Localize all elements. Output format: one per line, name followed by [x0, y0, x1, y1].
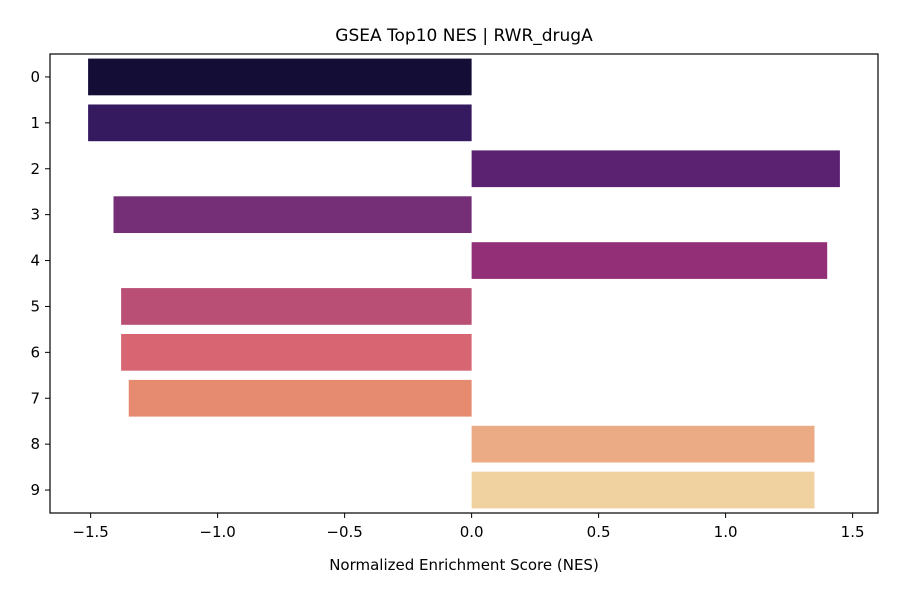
- x-tick-label: −1.0: [199, 523, 235, 541]
- bar-7: [128, 379, 472, 417]
- x-tick-label: −0.5: [326, 523, 362, 541]
- x-tick-label: −1.5: [72, 523, 108, 541]
- y-tick-label: 4: [30, 252, 40, 270]
- bar-2: [471, 150, 840, 188]
- bar-4: [471, 242, 828, 279]
- y-tick-label: 8: [30, 435, 40, 453]
- bars-group: [88, 58, 840, 509]
- y-tick-label: 1: [30, 114, 40, 132]
- bar-1: [88, 104, 472, 142]
- y-tick-label: 2: [30, 160, 40, 178]
- y-tick-label: 5: [30, 297, 40, 315]
- y-tick-label: 9: [30, 481, 40, 499]
- y-tick-label: 3: [30, 206, 40, 224]
- bar-3: [113, 196, 472, 234]
- y-tick-label: 6: [30, 343, 40, 361]
- x-tick-label: 1.5: [841, 523, 865, 541]
- bar-5: [121, 288, 472, 325]
- x-axis-label: Normalized Enrichment Score (NES): [329, 556, 599, 574]
- x-tick-label: 0.0: [460, 523, 484, 541]
- y-axis-ticks: 0 1 2 3 4 5 6 7 8 9: [30, 68, 50, 499]
- bar-0: [88, 58, 472, 96]
- x-tick-label: 0.5: [587, 523, 611, 541]
- bar-6: [121, 333, 472, 371]
- y-tick-label: 7: [30, 389, 40, 407]
- y-tick-label: 0: [30, 68, 40, 86]
- plot-frame: [49, 53, 879, 514]
- chart-title: GSEA Top10 NES | RWR_drugA: [335, 26, 593, 46]
- x-tick-label: 1.0: [714, 523, 738, 541]
- bar-9: [471, 471, 815, 509]
- x-axis-ticks: −1.5 −1.0 −0.5 0.0 0.5 1.0 1.5: [72, 513, 865, 541]
- bar-8: [471, 425, 815, 463]
